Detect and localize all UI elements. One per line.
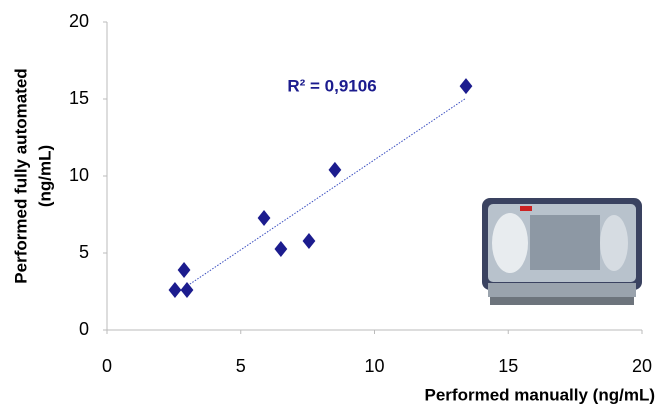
point [274,241,287,257]
x-tick-label: 0 [102,356,112,376]
y-axis-label: (ng/mL) [35,145,54,207]
y-tick-label: 20 [69,11,89,31]
point [181,282,194,298]
point [258,210,271,226]
point [169,282,182,298]
y-tick-label: 10 [69,165,89,185]
page: R² = 0,9106 Performed manually (ng/mL) P… [0,0,671,411]
point [178,262,191,278]
point [329,162,342,178]
y-tick-label: 15 [69,88,89,108]
x-axis-label: Performed manually (ng/mL) [425,385,655,404]
y-tick-label: 5 [79,242,89,262]
point [460,78,473,94]
trendline [175,98,466,294]
x-tick-label: 10 [364,356,384,376]
x-tick-label: 5 [236,356,246,376]
chart: R² = 0,9106 Performed manually (ng/mL) P… [0,0,671,411]
annotation: R² = 0,9106 [287,76,376,95]
x-tick-label: 15 [498,356,518,376]
y-axis-label: Performed fully automated [11,68,30,283]
x-tick-label: 20 [632,356,652,376]
instrument-photo [482,198,642,305]
point [303,233,316,249]
y-tick-label: 0 [79,319,89,339]
